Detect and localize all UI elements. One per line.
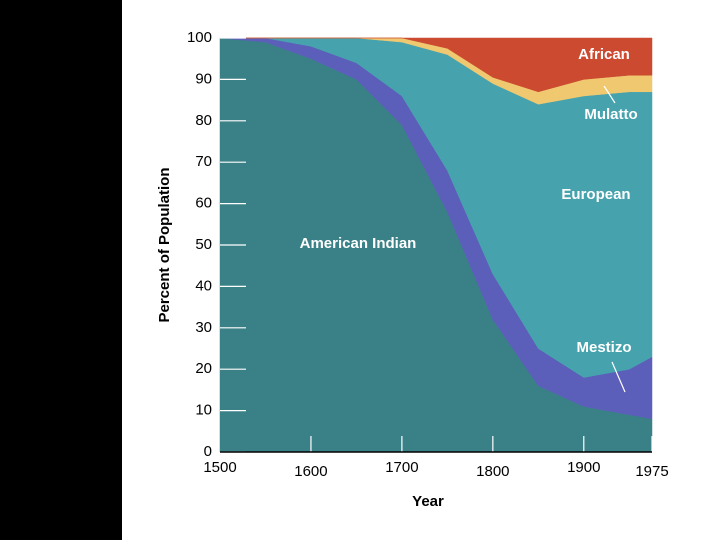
x-tick-label: 1700 [385, 459, 418, 476]
y-tick-label: 90 [195, 70, 212, 87]
series-label: European [561, 186, 630, 203]
leader-line [611, 361, 626, 393]
x-axis-label: Year [412, 493, 444, 510]
x-tick-label: 1975 [635, 463, 668, 480]
series-label: Mestizo [576, 339, 631, 356]
series-label: African [578, 46, 630, 63]
x-tick-label: 1600 [294, 463, 327, 480]
y-tick-label: 60 [195, 195, 212, 212]
areas [219, 37, 653, 453]
y-tick-label: 70 [195, 153, 212, 170]
y-tick-label: 100 [187, 29, 212, 46]
series-label: American Indian [300, 235, 417, 252]
y-tick-label: 50 [195, 236, 212, 253]
x-tick-label: 1900 [567, 459, 600, 476]
y-tick-label: 80 [195, 112, 212, 129]
leader-line [603, 85, 616, 104]
area [220, 37, 653, 93]
x-tick-label: 1500 [203, 459, 236, 476]
left-border [0, 0, 120, 540]
series-label: Mulatto [584, 106, 637, 123]
y-tick-label: 40 [195, 277, 212, 294]
y-axis-label: Percent of Population [156, 167, 173, 322]
y-tick-label: 0 [204, 443, 212, 460]
y-tick-label: 30 [195, 319, 212, 336]
x-tick-label: 1800 [476, 463, 509, 480]
y-tick-label: 20 [195, 360, 212, 377]
y-tick-label: 10 [195, 402, 212, 419]
